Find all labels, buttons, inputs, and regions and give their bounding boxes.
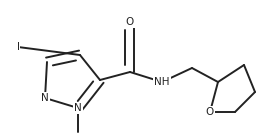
Text: I: I xyxy=(16,42,19,52)
Text: O: O xyxy=(206,107,214,117)
Text: N: N xyxy=(74,103,82,113)
Text: O: O xyxy=(126,17,134,27)
Text: N: N xyxy=(41,93,49,103)
Text: NH: NH xyxy=(154,77,170,87)
